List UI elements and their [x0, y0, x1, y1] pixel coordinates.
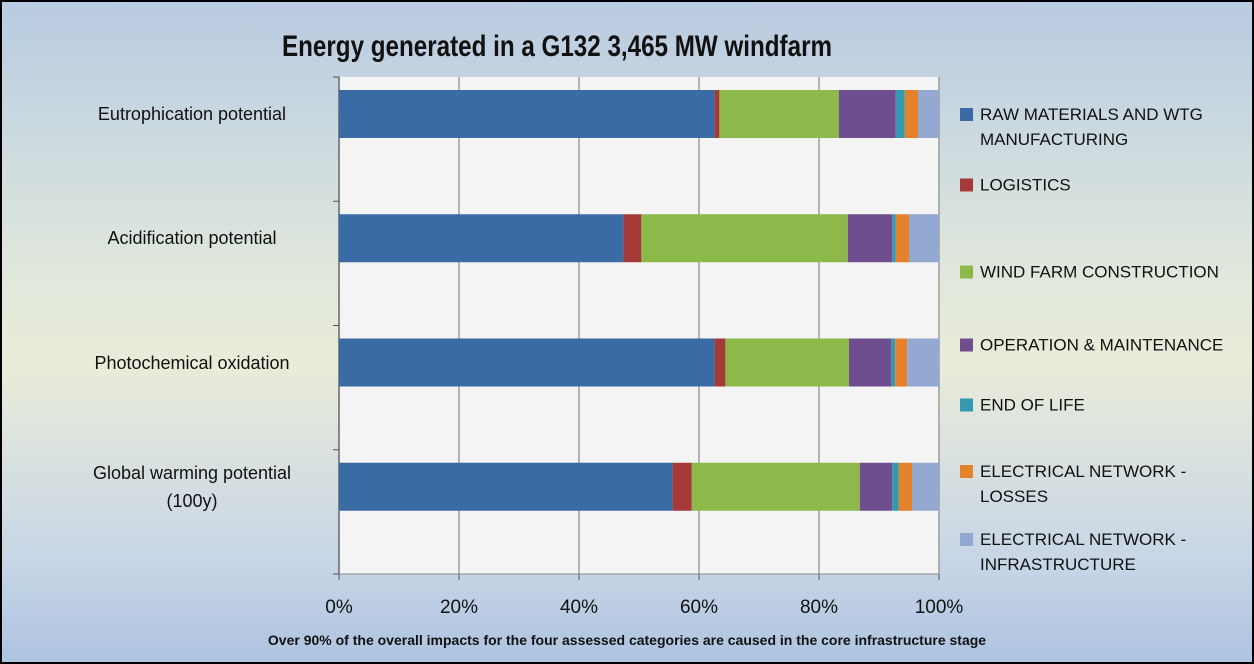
legend-item: LOGISTICS [960, 173, 1250, 198]
bar-segment [907, 338, 939, 387]
bar-segment [895, 338, 908, 387]
x-tick-label: 0% [325, 597, 353, 618]
bar-segment [623, 214, 642, 263]
x-tick-label: 100% [915, 597, 964, 618]
y-tick-label: Global warming potential (100y) [92, 462, 292, 511]
x-tick-label: 20% [440, 597, 478, 618]
legend-swatch [960, 108, 973, 121]
bar-segment [895, 90, 905, 138]
bar-segment [725, 338, 849, 387]
x-tick-label: 60% [680, 597, 718, 618]
bar-segment [714, 90, 720, 138]
bar-segment [909, 214, 939, 263]
bar-segment [904, 90, 918, 138]
bar-segment [714, 338, 726, 387]
legend-swatch [960, 533, 973, 546]
bar-segment [895, 214, 909, 263]
bar-segment [892, 214, 896, 263]
bar-segment [672, 462, 692, 511]
legend-label: RAW MATERIALS AND WTG MANUFACTURING [980, 105, 1203, 149]
bar-segment [898, 462, 912, 511]
chart-title: Energy generated in a G132 3,465 MW wind… [282, 30, 832, 63]
legend-swatch [960, 178, 973, 192]
bar-segment [918, 90, 939, 138]
bar-segment [892, 462, 899, 511]
bar-segment [339, 214, 624, 263]
bar-segment [339, 462, 673, 511]
legend-label: OPERATION & MAINTENANCE [980, 335, 1224, 355]
bar-segment [849, 338, 891, 387]
bar-segment [641, 214, 848, 263]
bar-segment [912, 462, 939, 511]
bar-segment [719, 90, 839, 138]
legend-item: WIND FARM CONSTRUCTION [960, 260, 1250, 285]
legend-label: ELECTRICAL NETWORK - LOSSES [980, 462, 1187, 506]
legend-swatch [960, 265, 973, 279]
bar-segment [859, 462, 893, 511]
legend-label: END OF LIFE [980, 395, 1085, 415]
x-tick-label: 80% [800, 597, 838, 618]
legend-item: ELECTRICAL NETWORK - LOSSES [960, 459, 1250, 509]
x-tick-label: 40% [560, 597, 598, 618]
legend-label: LOGISTICS [980, 175, 1071, 195]
legend-item: RAW MATERIALS AND WTG MANUFACTURING [960, 102, 1250, 152]
legend-swatch [960, 465, 973, 478]
y-tick-label: Photochemical oxidation [94, 352, 290, 373]
legend-swatch [960, 338, 973, 352]
bar-segment [339, 338, 715, 387]
y-tick-label: Acidification potential [107, 228, 277, 249]
legend-item: END OF LIFE [960, 393, 1250, 418]
legend-item: OPERATION & MAINTENANCE [960, 333, 1250, 358]
y-tick-label: Eutrophication potential [97, 104, 287, 124]
legend-label: ELECTRICAL NETWORK - INFRASTRUCTURE [980, 530, 1187, 574]
bar-segment [891, 338, 896, 387]
legend-swatch [960, 398, 973, 412]
legend-item: ELECTRICAL NETWORK - INFRASTRUCTURE [960, 527, 1250, 577]
legend-label: WIND FARM CONSTRUCTION [980, 262, 1219, 282]
footnote: Over 90% of the overall impacts for the … [267, 632, 987, 648]
bar-segment [339, 90, 715, 138]
bar-segment [691, 462, 860, 511]
bar-segment [847, 214, 893, 263]
bar-segment [838, 90, 896, 138]
